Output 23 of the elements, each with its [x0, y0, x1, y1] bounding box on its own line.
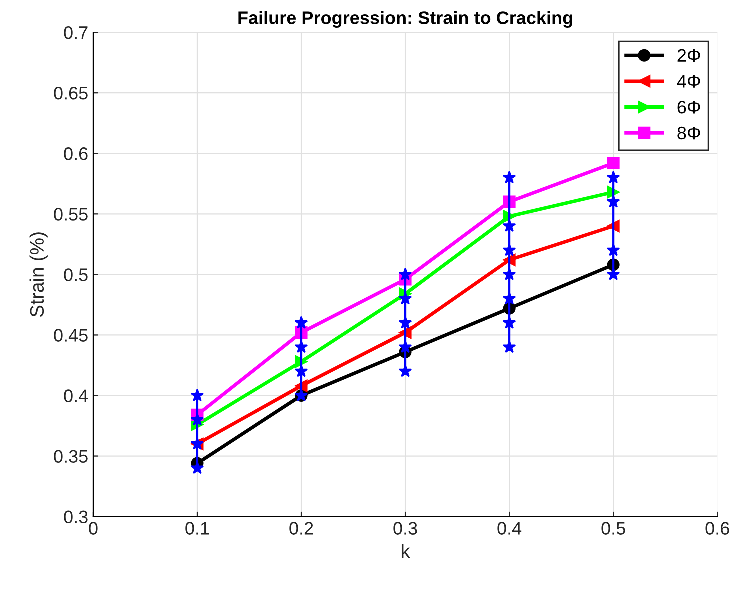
y-axis-title: Strain (%): [30, 232, 48, 318]
y-tick-label: 0.35: [54, 450, 88, 464]
chart-title: Failure Progression: Strain to Cracking: [238, 11, 572, 28]
x-tick-label: 0.6: [706, 522, 730, 535]
y-tick-label: 0.4: [64, 390, 88, 402]
y-tick-label: 0.55: [54, 208, 88, 221]
x-tick-label: 0: [89, 522, 98, 535]
y-tick-label: 0.65: [54, 87, 88, 100]
x-tick-label: 0.4: [498, 522, 522, 535]
x-tick-label: 0.1: [186, 522, 210, 535]
y-tick-label: 0.5: [64, 268, 88, 282]
legend-label: 6Φ: [678, 101, 700, 114]
x-tick-label: 0.3: [394, 522, 418, 535]
x-axis-title: k: [402, 544, 410, 558]
y-tick-label: 0.6: [64, 148, 88, 160]
legend-label: 4Φ: [677, 75, 700, 88]
x-tick-label: 0.2: [290, 522, 314, 535]
y-tick-label: 0.3: [64, 510, 88, 524]
legend-label: 2Φ: [678, 49, 700, 62]
legend-label: 8Φ: [678, 126, 700, 140]
x-tick-label: 0.5: [602, 522, 626, 535]
y-tick-label: 0.45: [54, 329, 88, 342]
y-tick-label: 0.7: [64, 26, 88, 40]
